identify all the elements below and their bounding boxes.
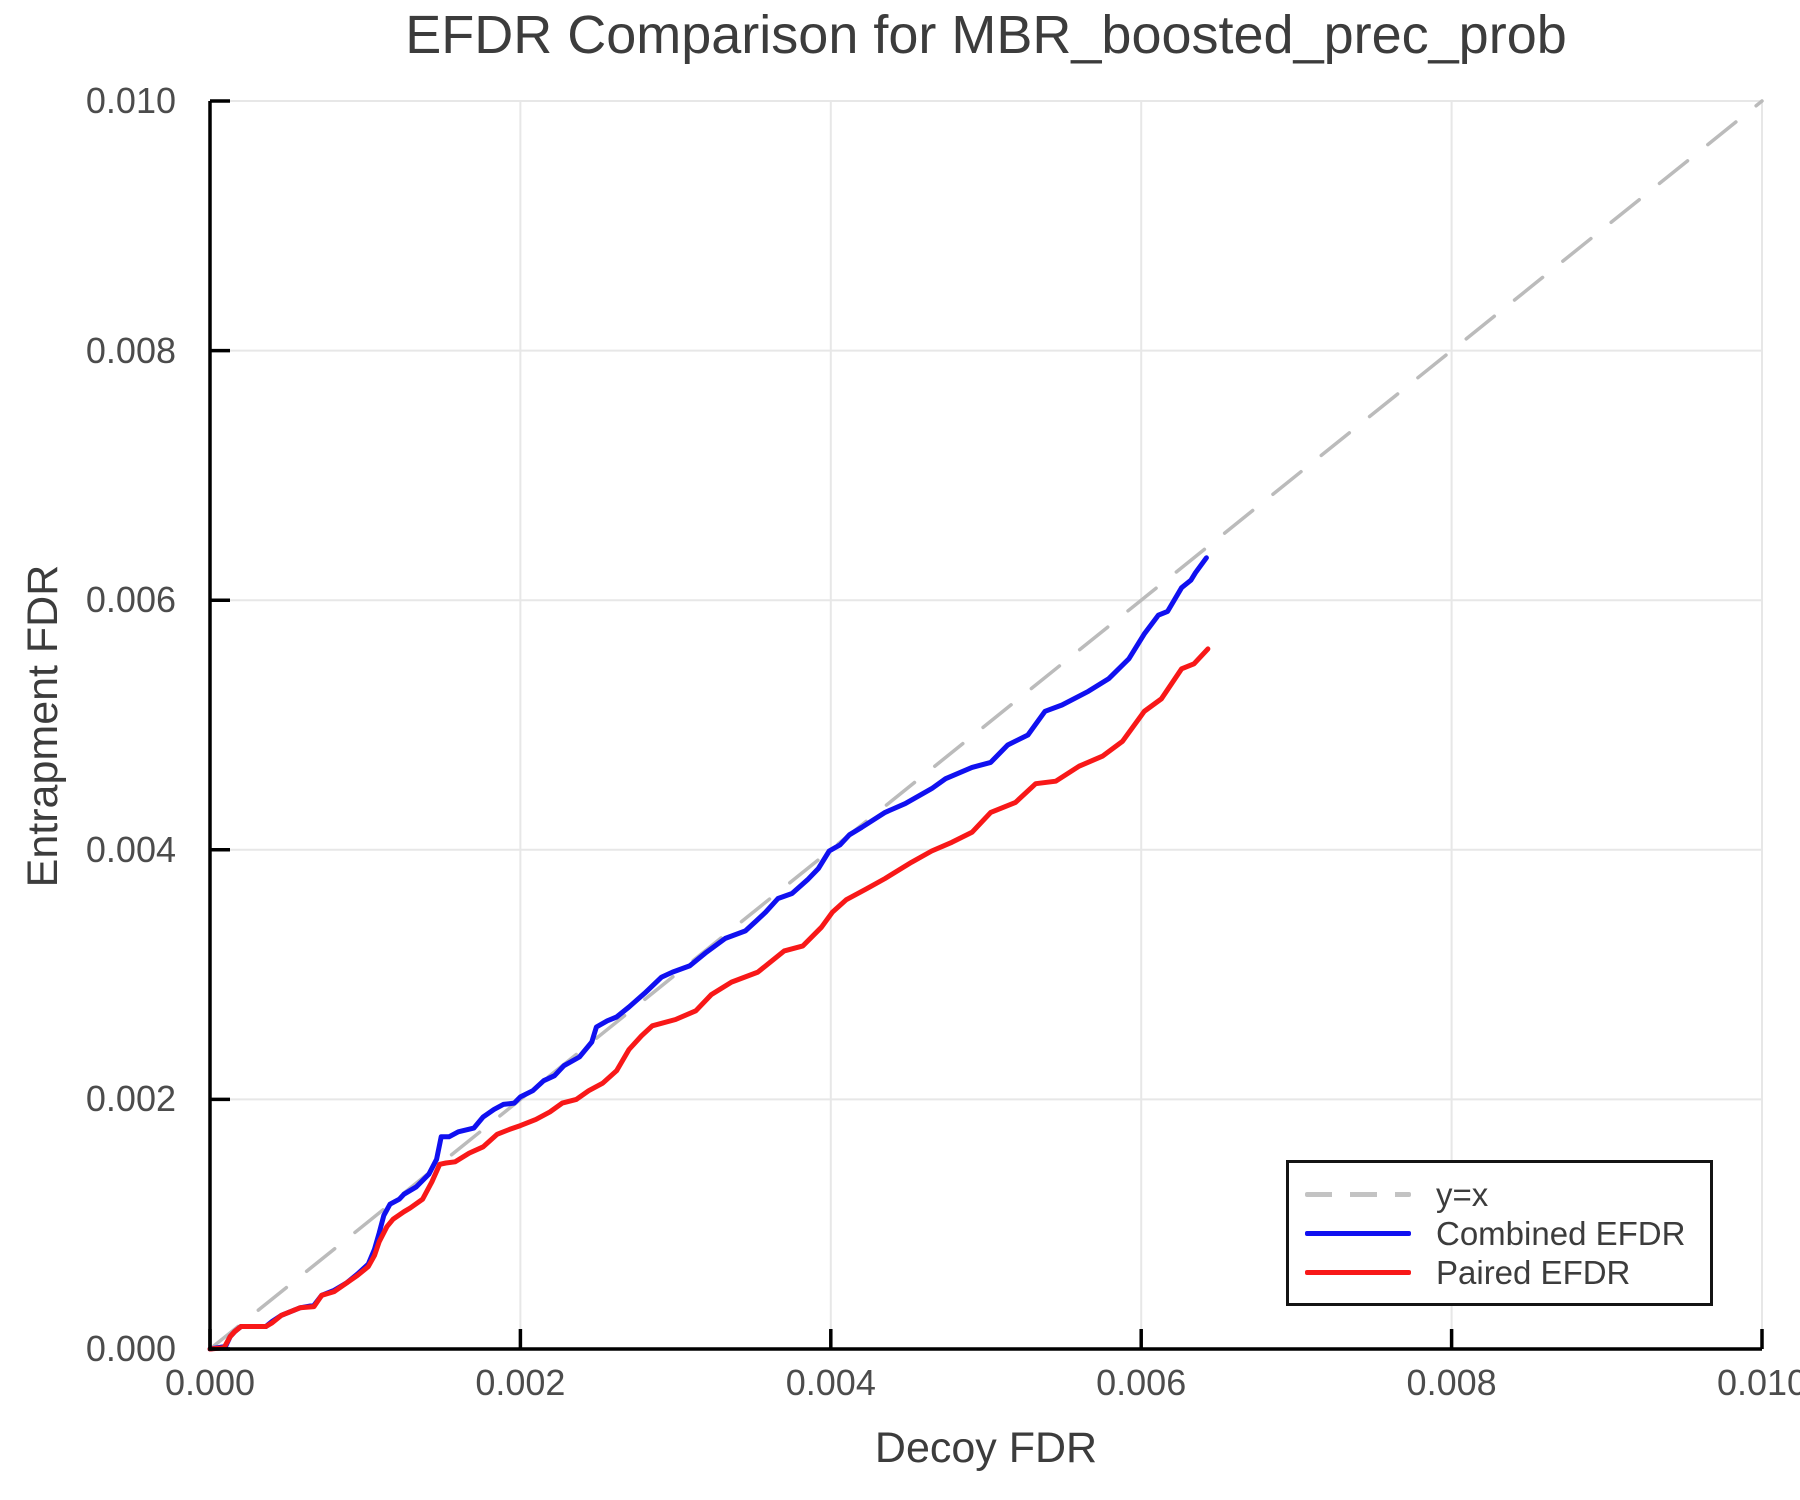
y-tick-label: 0.010 [85, 80, 176, 121]
series-y-x [208, 99, 1764, 1351]
legend-row-identity: y=x [1305, 1175, 1710, 1214]
x-tick-label: 0.010 [1716, 1362, 1800, 1403]
legend-label-identity: y=x [1436, 1175, 1489, 1213]
legend: y=x Combined EFDR Paired EFDR [1286, 1160, 1713, 1306]
paired-line-sample-icon [1305, 1269, 1411, 1275]
y-tick-label: 0.008 [85, 329, 176, 371]
y-tick-label: 0.000 [85, 1328, 176, 1369]
x-tick-label: 0.006 [1096, 1362, 1187, 1403]
combined-line-sample-icon [1305, 1230, 1411, 1236]
y-tick-label: 0.002 [85, 1078, 176, 1120]
x-tick-label: 0.004 [785, 1362, 876, 1403]
x-tick-label: 0.008 [1406, 1362, 1497, 1403]
legend-label-paired: Paired EFDR [1436, 1253, 1631, 1291]
legend-label-combined: Combined EFDR [1436, 1214, 1686, 1252]
x-tick-label: 0.000 [164, 1362, 256, 1403]
y-axis-label: Entrapment FDR [19, 564, 67, 888]
series-paired-efdr [207, 646, 1211, 1352]
identity-line-sample-icon [1305, 1191, 1411, 1197]
legend-row-paired: Paired EFDR [1305, 1253, 1710, 1292]
y-tick-label: 0.006 [85, 579, 176, 621]
x-axis-label: Decoy FDR [874, 1424, 1098, 1472]
y-tick-label: 0.004 [85, 828, 176, 870]
chart-title: EFDR Comparison for MBR_boosted_prec_pro… [405, 5, 1567, 65]
x-tick-label: 0.002 [475, 1362, 566, 1403]
legend-row-combined: Combined EFDR [1305, 1214, 1710, 1253]
